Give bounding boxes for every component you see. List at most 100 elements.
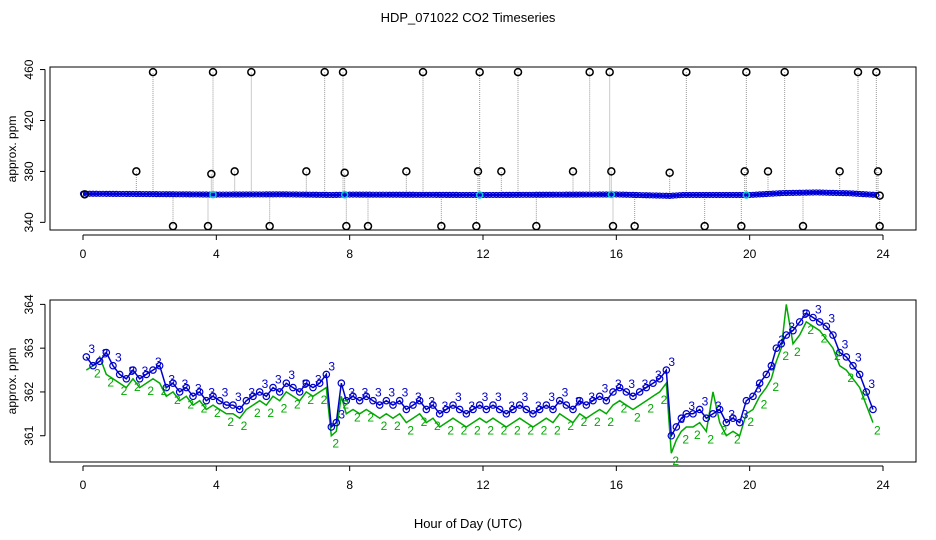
baseline-point	[256, 191, 263, 198]
baseline-point	[833, 189, 840, 197]
baseline-point	[656, 192, 663, 199]
baseline-point	[463, 191, 470, 199]
series-3-label: 3	[442, 399, 449, 413]
baseline-point	[326, 191, 333, 199]
baseline-point	[309, 191, 317, 198]
series-3-point	[115, 370, 124, 379]
baseline-point	[849, 190, 857, 197]
baseline-point	[813, 189, 820, 196]
baseline-point	[539, 191, 547, 198]
series-3-label: 3	[302, 377, 309, 391]
x-tick-label: 16	[610, 478, 624, 492]
series-3-point	[322, 370, 331, 379]
baseline-point	[809, 189, 817, 196]
top-panel: approx. ppm	[5, 66, 917, 231]
baseline-point	[759, 191, 767, 198]
flag-point	[340, 190, 349, 199]
series-3-point	[767, 361, 776, 370]
series-3-point	[862, 388, 871, 396]
baseline-point	[696, 191, 703, 199]
series-3-point	[235, 405, 244, 414]
series-3-point	[109, 361, 117, 370]
baseline-point	[359, 191, 367, 198]
spike-point	[472, 221, 481, 231]
series-2-label: 2	[594, 415, 601, 429]
baseline-point	[863, 191, 870, 198]
baseline-point	[586, 191, 593, 198]
series-2-label: 2	[134, 380, 141, 394]
series-3-label: 3	[455, 390, 462, 404]
series-3-label: 3	[828, 311, 835, 325]
spike-point	[873, 167, 883, 176]
series-3-point	[809, 313, 817, 322]
baseline-point	[629, 191, 637, 199]
baseline-point	[789, 189, 797, 196]
baseline-point	[399, 191, 407, 198]
series-3-label: 3	[375, 386, 382, 400]
baseline-point	[243, 191, 250, 198]
series-3-point	[829, 331, 837, 339]
series-3-point	[489, 401, 497, 409]
series-3-point	[255, 388, 264, 396]
series-2-label: 2	[487, 424, 494, 438]
series-3-label: 3	[155, 355, 162, 369]
baseline-point	[786, 189, 793, 197]
baseline-point	[286, 191, 293, 198]
series-3-point	[302, 379, 311, 387]
baseline-point	[653, 192, 660, 199]
baseline-point	[869, 191, 877, 198]
series-3-point	[602, 396, 611, 405]
baseline-point	[693, 191, 700, 199]
baseline-point	[839, 190, 847, 197]
bottom-plot-frame	[49, 299, 917, 463]
baseline-point	[316, 191, 323, 198]
series-3-point	[609, 388, 617, 396]
series-3-label: 3	[802, 307, 809, 321]
baseline-point	[623, 191, 630, 198]
series-2-label: 2	[227, 415, 234, 429]
series-3-label: 3	[262, 377, 269, 391]
spike-point	[700, 221, 709, 231]
series-2-label: 2	[661, 393, 668, 407]
series-3-point	[569, 405, 577, 414]
baseline-point	[403, 191, 410, 198]
series-2-label: 2	[527, 424, 534, 438]
baseline-point	[319, 191, 327, 198]
series-3-label: 3	[755, 381, 762, 395]
baseline-point	[446, 191, 453, 198]
baseline-point	[806, 189, 813, 196]
x-tick-label: 16	[610, 247, 624, 261]
baseline-point	[303, 191, 310, 198]
baseline-point	[453, 191, 460, 199]
spike-point	[585, 67, 594, 77]
series-3-point	[789, 326, 797, 335]
baseline-point	[559, 191, 567, 198]
series-3-point	[275, 388, 284, 396]
baseline-point	[683, 191, 690, 199]
series-2-label: 2	[734, 432, 741, 446]
baseline-point	[353, 191, 360, 198]
baseline-point	[449, 191, 457, 198]
series-3-point	[855, 370, 864, 379]
baseline-point	[579, 191, 587, 198]
baseline-point	[836, 189, 843, 197]
flag-point	[475, 191, 484, 199]
baseline-point	[246, 191, 253, 198]
series-3-point	[242, 396, 251, 405]
series-3-point	[555, 396, 564, 405]
baseline-point	[166, 191, 173, 198]
baseline-point	[553, 191, 560, 198]
baseline-point	[733, 191, 740, 199]
series-2-label: 2	[707, 432, 714, 446]
series-3-point	[342, 396, 351, 405]
spike-point	[203, 221, 213, 231]
series-2-label: 2	[761, 397, 768, 411]
series-3-point	[502, 410, 511, 418]
baseline-point	[253, 191, 260, 198]
baseline-point	[746, 191, 753, 199]
series-3-point	[729, 414, 737, 423]
baseline-point	[563, 191, 570, 198]
series-3-point	[209, 392, 217, 401]
series-3-label: 3	[168, 373, 175, 387]
baseline-point	[596, 191, 603, 198]
